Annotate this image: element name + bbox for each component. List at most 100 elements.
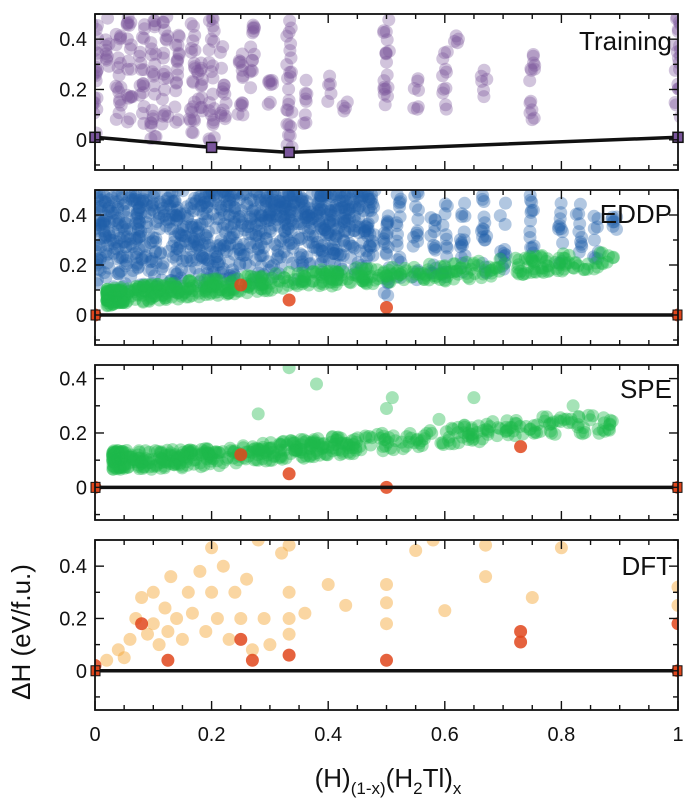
eddp-point — [333, 190, 347, 200]
eddp-point — [170, 213, 184, 227]
spe-point — [206, 277, 220, 291]
training-point — [671, 25, 678, 38]
eddp-point — [237, 238, 251, 251]
spe-point — [384, 267, 398, 281]
eddp-point — [263, 205, 277, 219]
eddp-point — [277, 213, 291, 227]
spe-point — [310, 377, 323, 391]
eddp-point — [380, 228, 394, 242]
eddp-point — [111, 202, 125, 216]
training-point — [158, 65, 172, 78]
eddp-point — [139, 193, 153, 207]
spe-point — [321, 448, 335, 462]
eddp-point — [591, 252, 605, 266]
eddp-point — [210, 250, 224, 264]
spe-point — [457, 426, 471, 440]
training-point — [172, 48, 186, 61]
spe-point — [413, 436, 426, 450]
training-point — [378, 98, 392, 112]
training-point — [112, 85, 126, 99]
spe-point — [272, 445, 286, 459]
training-point — [439, 102, 453, 116]
spe-point — [371, 272, 385, 285]
eddp-point — [318, 223, 331, 237]
spe-point — [273, 438, 287, 452]
eddp-point — [305, 190, 319, 201]
spe-point — [282, 365, 296, 375]
spe-point — [113, 462, 127, 476]
spe-point — [372, 269, 386, 282]
spe-point — [564, 412, 578, 426]
spe-point — [365, 431, 379, 445]
eddp-point — [261, 255, 275, 269]
spe-point — [160, 286, 174, 300]
spe-point — [198, 273, 212, 287]
eddp-point — [439, 239, 453, 253]
eddp-point — [499, 196, 512, 210]
spe-point — [303, 442, 317, 456]
eddp-point — [223, 237, 237, 251]
eddp-point — [254, 224, 268, 238]
eddp-point — [554, 222, 568, 236]
training-point — [379, 46, 393, 60]
training-point — [283, 129, 297, 143]
eddp-point — [276, 190, 290, 203]
spe-point — [485, 266, 498, 280]
hull-vertex-marker — [283, 146, 295, 159]
training-point — [207, 131, 221, 144]
eddp-point — [95, 201, 106, 215]
eddp-point — [236, 249, 250, 262]
spe-point — [508, 429, 522, 443]
training-point — [171, 52, 185, 66]
spe-point — [558, 258, 572, 272]
training-point — [95, 96, 102, 110]
eddp-point — [219, 226, 232, 240]
spe-point — [106, 462, 120, 476]
eddp-point — [212, 212, 226, 225]
eddp-point — [524, 214, 537, 228]
spe-point — [106, 297, 120, 311]
training-point — [297, 116, 311, 130]
eddp-point — [95, 238, 103, 252]
eddp-point — [169, 209, 183, 222]
panel-label: Training — [579, 26, 672, 56]
eddp-point — [184, 242, 198, 256]
spe-point — [534, 249, 548, 263]
training-point — [120, 18, 134, 32]
training-point — [284, 37, 298, 51]
panel-training: 00.20.4 Training — [59, 13, 684, 171]
eddp-point — [134, 206, 148, 220]
training-point — [673, 110, 678, 123]
eddp-point — [314, 222, 328, 236]
eddp-point — [183, 264, 197, 278]
eddp-point — [362, 201, 376, 215]
spe-point — [105, 297, 119, 311]
training-point — [206, 14, 220, 26]
training-point — [323, 77, 337, 91]
spe-point — [124, 450, 138, 464]
eddp-point — [322, 215, 336, 229]
eddp-point — [185, 218, 199, 232]
eddp-point — [232, 213, 246, 226]
training-point — [206, 19, 220, 33]
eddp-point — [323, 205, 337, 218]
eddp-point — [132, 215, 146, 228]
spe-point — [457, 418, 471, 432]
eddp-point — [187, 204, 201, 218]
spe-point — [247, 453, 261, 467]
spe-point — [163, 457, 177, 470]
eddp-point — [99, 270, 113, 284]
eddp-point — [525, 195, 539, 209]
dft-point — [240, 572, 254, 586]
training-point — [340, 95, 354, 109]
training-point — [246, 18, 260, 32]
spe-point — [145, 286, 159, 299]
spe-point — [115, 445, 128, 459]
spe-point — [117, 293, 131, 307]
training-point — [95, 74, 103, 88]
spe-point — [362, 430, 376, 443]
training-point — [160, 14, 174, 24]
dft-point — [263, 638, 277, 652]
dft-point — [409, 544, 423, 557]
eddp-point — [95, 231, 108, 245]
